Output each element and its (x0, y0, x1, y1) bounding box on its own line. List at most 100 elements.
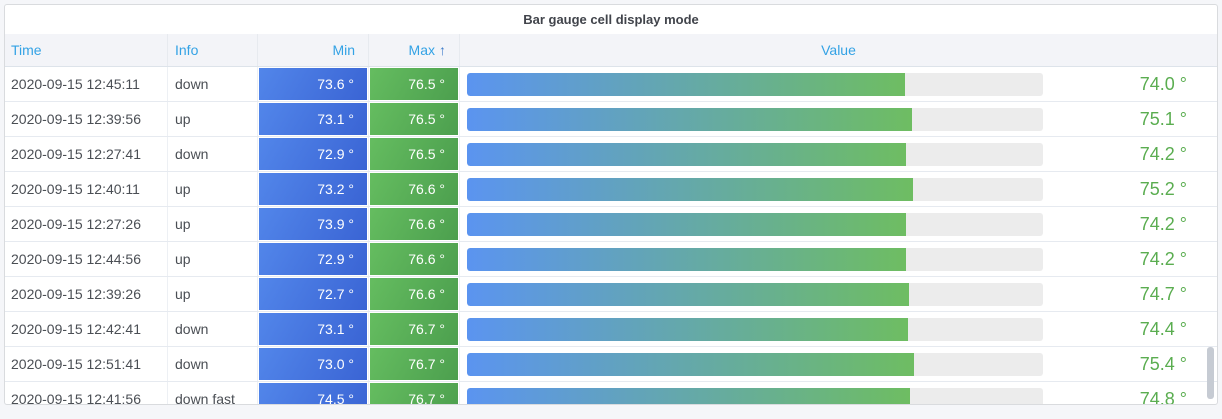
cell-info: up (168, 172, 258, 206)
cell-info: down (168, 67, 258, 101)
cell-value: 74.4 ° (460, 312, 1217, 346)
cell-min: 73.1 ° (258, 312, 369, 346)
max-color-cell: 76.5 ° (370, 103, 458, 135)
cell-max: 76.6 ° (369, 207, 460, 241)
cell-time: 2020-09-15 12:44:56 (5, 242, 168, 276)
panel-title[interactable]: Bar gauge cell display mode (523, 12, 699, 27)
table-row: 2020-09-15 12:39:56 up 73.1 ° 76.5 ° 75.… (5, 102, 1217, 137)
table-row: 2020-09-15 12:45:11 down 73.6 ° 76.5 ° 7… (5, 67, 1217, 102)
min-color-cell: 73.6 ° (259, 68, 367, 100)
max-color-cell: 76.5 ° (370, 68, 458, 100)
cell-time: 2020-09-15 12:51:41 (5, 347, 168, 381)
table-body: 2020-09-15 12:45:11 down 73.6 ° 76.5 ° 7… (5, 67, 1217, 405)
cell-value: 74.7 ° (460, 277, 1217, 311)
table-row: 2020-09-15 12:39:26 up 72.7 ° 76.6 ° 74.… (5, 277, 1217, 312)
cell-info: up (168, 102, 258, 136)
column-header-info[interactable]: Info (168, 34, 258, 66)
cell-value: 74.2 ° (460, 242, 1217, 276)
max-color-cell: 76.6 ° (370, 243, 458, 275)
table-header-row: Time Info Min Max ↑ Value (5, 34, 1217, 67)
cell-info: up (168, 242, 258, 276)
value-text: 74.4 ° (1139, 318, 1187, 339)
table-row: 2020-09-15 12:40:11 up 73.2 ° 76.6 ° 75.… (5, 172, 1217, 207)
cell-max: 76.6 ° (369, 242, 460, 276)
cell-value: 74.2 ° (460, 207, 1217, 241)
value-text: 74.8 ° (1139, 388, 1187, 405)
table-panel: Bar gauge cell display mode Time Info Mi… (4, 4, 1218, 405)
bar-gauge-track (467, 72, 1043, 96)
bar-gauge-fill (467, 72, 905, 96)
min-color-cell: 73.1 ° (259, 313, 367, 345)
cell-value: 74.0 ° (460, 67, 1217, 101)
cell-max: 76.5 ° (369, 67, 460, 101)
value-text: 74.0 ° (1139, 73, 1187, 94)
bar-gauge-fill (467, 107, 913, 131)
column-header-min[interactable]: Min (258, 34, 369, 66)
cell-min: 74.5 ° (258, 382, 369, 404)
min-color-cell: 73.0 ° (259, 348, 367, 380)
cell-value: 74.8 ° (460, 382, 1217, 405)
cell-info: down (168, 347, 258, 381)
bar-gauge-track (467, 177, 1043, 201)
table-row: 2020-09-15 12:27:41 down 72.9 ° 76.5 ° 7… (5, 137, 1217, 172)
bar-gauge-track (467, 107, 1043, 131)
column-header-max-label: Max (408, 42, 435, 58)
cell-min: 73.9 ° (258, 207, 369, 241)
vertical-scrollbar-thumb[interactable] (1207, 347, 1214, 399)
value-text: 75.4 ° (1139, 353, 1187, 374)
column-header-value[interactable]: Value (821, 42, 856, 58)
min-color-cell: 73.2 ° (259, 173, 367, 205)
table-row: 2020-09-15 12:51:41 down 73.0 ° 76.7 ° 7… (5, 347, 1217, 382)
bar-gauge-fill (467, 142, 907, 166)
value-text: 74.7 ° (1139, 283, 1187, 304)
bar-gauge-track (467, 352, 1043, 376)
min-color-cell: 72.7 ° (259, 278, 367, 310)
min-color-cell: 74.5 ° (259, 383, 367, 404)
cell-time: 2020-09-15 12:27:41 (5, 137, 168, 171)
cell-min: 73.6 ° (258, 67, 369, 101)
cell-max: 76.5 ° (369, 102, 460, 136)
bar-gauge-track (467, 212, 1043, 236)
cell-time: 2020-09-15 12:39:56 (5, 102, 168, 136)
bar-gauge-fill (467, 177, 913, 201)
max-color-cell: 76.6 ° (370, 173, 458, 205)
cell-value: 74.2 ° (460, 137, 1217, 171)
cell-min: 72.7 ° (258, 277, 369, 311)
value-text: 74.2 ° (1139, 213, 1187, 234)
cell-time: 2020-09-15 12:39:26 (5, 277, 168, 311)
cell-info: down fast (168, 382, 258, 404)
max-color-cell: 76.6 ° (370, 208, 458, 240)
cell-info: down (168, 137, 258, 171)
table-row: 2020-09-15 12:42:41 down 73.1 ° 76.7 ° 7… (5, 312, 1217, 347)
cell-info: up (168, 277, 258, 311)
max-color-cell: 76.6 ° (370, 278, 458, 310)
cell-info: up (168, 207, 258, 241)
cell-max: 76.6 ° (369, 172, 460, 206)
column-header-max[interactable]: Max ↑ (369, 34, 460, 66)
cell-value: 75.4 ° (460, 347, 1217, 381)
cell-min: 72.9 ° (258, 242, 369, 276)
cell-time: 2020-09-15 12:42:41 (5, 312, 168, 346)
bar-gauge-track (467, 282, 1043, 306)
sort-ascending-icon: ↑ (439, 42, 446, 58)
cell-max: 76.7 ° (369, 347, 460, 381)
column-header-time[interactable]: Time (5, 34, 168, 66)
cell-time: 2020-09-15 12:45:11 (5, 67, 168, 101)
min-color-cell: 73.9 ° (259, 208, 367, 240)
cell-time: 2020-09-15 12:27:26 (5, 207, 168, 241)
max-color-cell: 76.7 ° (370, 348, 458, 380)
cell-min: 73.0 ° (258, 347, 369, 381)
value-text: 75.2 ° (1139, 178, 1187, 199)
bar-gauge-fill (467, 352, 914, 376)
cell-max: 76.6 ° (369, 277, 460, 311)
cell-time: 2020-09-15 12:40:11 (5, 172, 168, 206)
cell-time: 2020-09-15 12:41:56 (5, 382, 168, 404)
min-color-cell: 72.9 ° (259, 243, 367, 275)
bar-gauge-track (467, 247, 1043, 271)
bar-gauge-track (467, 317, 1043, 341)
table-row: 2020-09-15 12:41:56 down fast 74.5 ° 76.… (5, 382, 1217, 405)
bar-gauge-fill (467, 282, 910, 306)
max-color-cell: 76.7 ° (370, 313, 458, 345)
max-color-cell: 76.5 ° (370, 138, 458, 170)
cell-min: 72.9 ° (258, 137, 369, 171)
